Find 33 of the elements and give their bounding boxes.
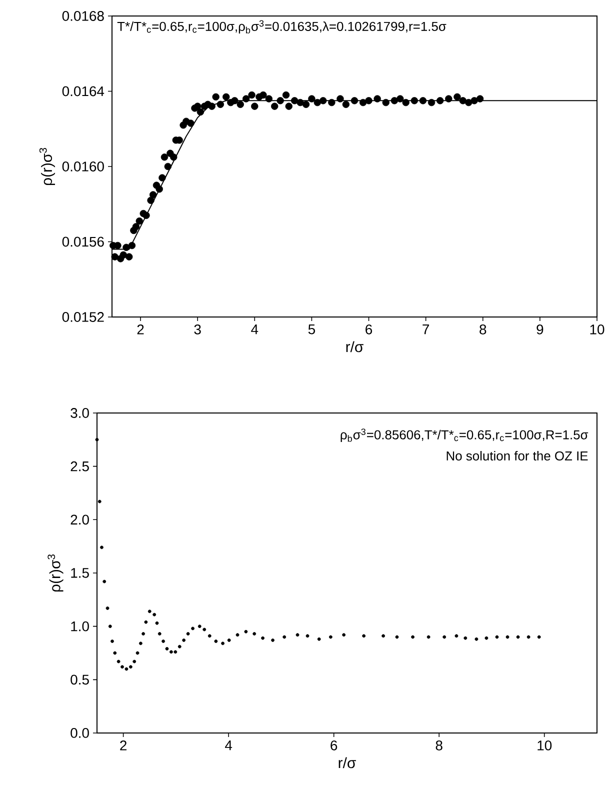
x-tick-label: 3 [194, 324, 201, 334]
text: T*/T*$_{c}$=0.65,r$_{c}$=100σ,ρ$_{b}$σ$^{3}$=0.01635,λ=0.10261799,r=1.5σ [117, 20, 446, 34]
x-axis-title: r/σ [338, 757, 356, 768]
x-tick-label: 8 [436, 740, 442, 750]
x-tick-label: 7 [422, 324, 429, 334]
y-tick-label: 0.0160 [62, 162, 104, 172]
x-tick-label: 9 [536, 324, 544, 334]
x-tick-label: 5 [308, 324, 315, 334]
x-tick-label: 2 [120, 740, 126, 750]
x-axis-title: r/σ [346, 341, 364, 352]
x-tick-label: 2 [137, 324, 144, 334]
y-tick-label: 2.5 [70, 461, 89, 472]
y-tick-label: 0.5 [70, 674, 89, 685]
x-tick-label: 4 [224, 740, 232, 750]
x-tick-label: 4 [251, 324, 258, 334]
y-tick-label: 0.0168 [62, 11, 104, 21]
y-tick-label: 0.0 [70, 728, 89, 738]
annotation: No solution for the OZ IE [446, 450, 588, 461]
y-tick-label: 0.0156 [62, 236, 104, 247]
y-axis-title: ρ(r)σ$^{3}$ [39, 148, 55, 186]
y-tick-label: 1.5 [71, 568, 89, 578]
x-tick-label: 6 [366, 324, 372, 334]
y-tick-label: 0.0152 [62, 312, 104, 322]
x-tick-label: 10 [590, 324, 604, 334]
x-tick-label: 8 [480, 324, 486, 334]
x-tick-label: 6 [330, 740, 338, 750]
text: ρ$_{b}$σ$^{3}$=0.85606,T*/T*$_{c}$=0.65,r$_{c}$=100σ,R=1.5σ [340, 428, 588, 442]
y-tick-label: 0.0164 [62, 86, 104, 96]
y-tick-label: 1.0 [71, 621, 89, 632]
y-tick-label: 2.0 [70, 514, 89, 525]
x-tick-label: 10 [538, 740, 552, 750]
y-tick-label: 3.0 [70, 408, 89, 418]
y-axis-title: ρ(r)σ$^{3}$ [48, 554, 64, 592]
